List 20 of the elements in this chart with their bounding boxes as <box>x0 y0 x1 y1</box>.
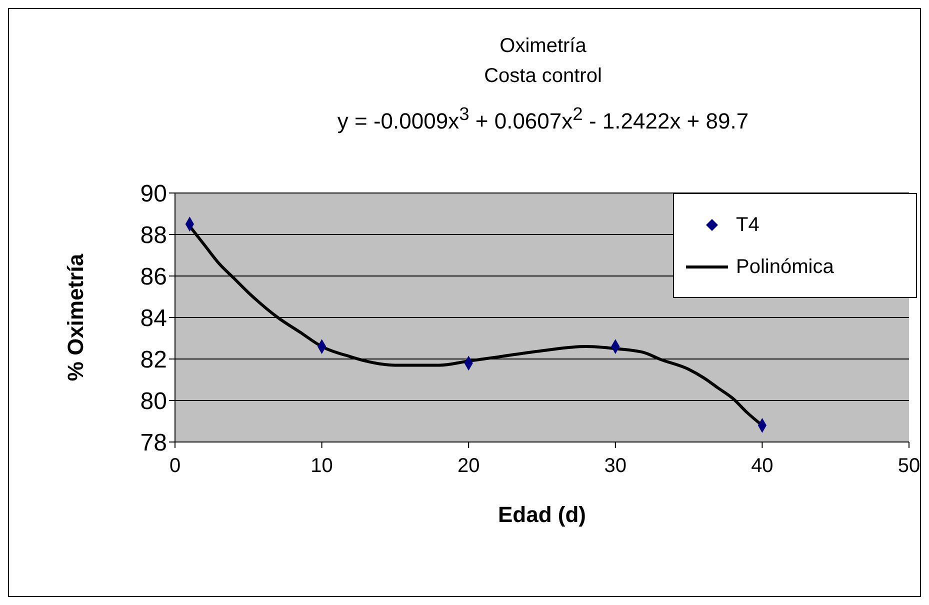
y-tick-label: 88 <box>140 222 167 250</box>
y-axis-title: % Oximetría <box>62 253 88 382</box>
y-tick-label: 78 <box>140 430 167 457</box>
legend-label: T4 <box>736 214 760 236</box>
chart-subtitle: Costa control <box>483 64 603 89</box>
y-tick-label: 80 <box>140 388 167 416</box>
x-tick-label: 20 <box>457 455 480 478</box>
text: y = -0.0009x$^{3}$ + 0.0607x$^{2}$ - 1.2422x + 89.7 <box>336 102 750 136</box>
y-tick-label: 86 <box>140 264 167 291</box>
x-tick-label: 30 <box>604 455 627 478</box>
y-tick-label: 90 <box>140 180 167 208</box>
legend-label: Polinómica <box>736 256 834 278</box>
y-tick-label: 82 <box>140 346 167 374</box>
chart-title: Oximetría <box>498 34 588 59</box>
x-axis-title: Edad (d) <box>498 502 586 527</box>
x-tick-label: 40 <box>751 455 774 478</box>
x-tick-label: 50 <box>898 455 920 478</box>
x-tick-label: 10 <box>310 455 333 478</box>
y-tick-label: 84 <box>140 305 167 332</box>
x-tick-label: 0 <box>169 455 181 478</box>
